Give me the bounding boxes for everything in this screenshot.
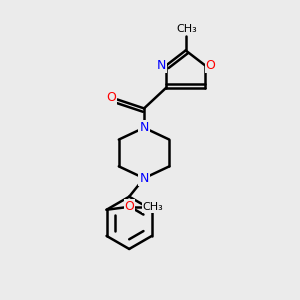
Text: CH₃: CH₃ [143,202,164,212]
Text: O: O [124,200,134,213]
Text: N: N [140,172,149,185]
Text: N: N [156,59,166,72]
Text: N: N [140,121,149,134]
Text: O: O [106,92,116,104]
Text: O: O [206,59,215,72]
Text: CH₃: CH₃ [177,24,197,34]
